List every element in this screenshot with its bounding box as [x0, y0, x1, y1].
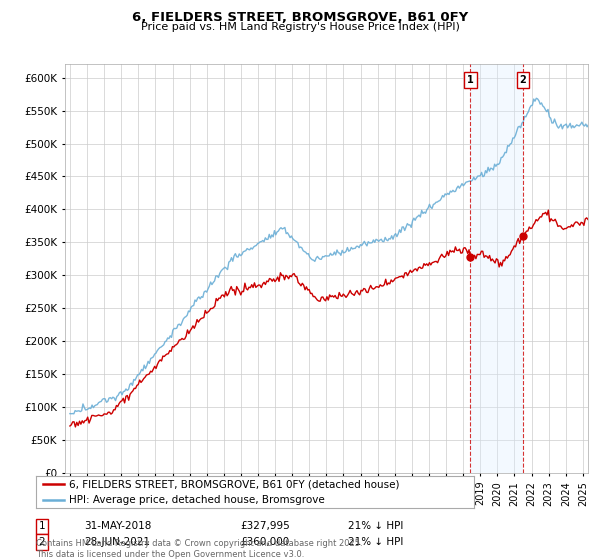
- Text: 2: 2: [38, 537, 46, 547]
- Bar: [470, 64, 523, 473]
- Text: 21% ↓ HPI: 21% ↓ HPI: [348, 521, 403, 531]
- Text: 31-MAY-2018: 31-MAY-2018: [84, 521, 151, 531]
- Text: £327,995: £327,995: [240, 521, 290, 531]
- Text: 6, FIELDERS STREET, BROMSGROVE, B61 0FY (detached house): 6, FIELDERS STREET, BROMSGROVE, B61 0FY …: [69, 479, 400, 489]
- Text: 6, FIELDERS STREET, BROMSGROVE, B61 0FY: 6, FIELDERS STREET, BROMSGROVE, B61 0FY: [132, 11, 468, 24]
- Text: £360,000: £360,000: [240, 537, 289, 547]
- Text: Price paid vs. HM Land Registry's House Price Index (HPI): Price paid vs. HM Land Registry's House …: [140, 22, 460, 32]
- Text: 2: 2: [520, 75, 526, 85]
- Text: 21% ↓ HPI: 21% ↓ HPI: [348, 537, 403, 547]
- Text: HPI: Average price, detached house, Bromsgrove: HPI: Average price, detached house, Brom…: [69, 495, 325, 505]
- Text: Contains HM Land Registry data © Crown copyright and database right 2025.
This d: Contains HM Land Registry data © Crown c…: [36, 539, 362, 559]
- Text: 28-JUN-2021: 28-JUN-2021: [84, 537, 150, 547]
- Text: 1: 1: [467, 75, 474, 85]
- Text: 1: 1: [38, 521, 46, 531]
